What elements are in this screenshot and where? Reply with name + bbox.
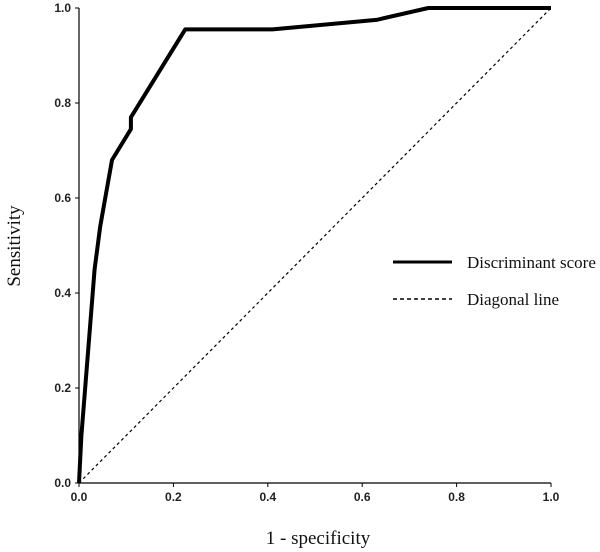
legend-label-diagonal-line: Diagonal line [467,290,559,309]
y-tick-label: 0.8 [54,96,71,110]
y-tick-label: 1.0 [54,1,71,15]
y-tick-label: 0.0 [54,476,71,490]
y-tick-label: 0.2 [54,381,71,395]
axes [78,8,551,484]
x-axis-title: 1 - specificity [266,528,371,549]
series-layer [77,6,552,484]
x-tick-label: 0.6 [354,490,371,504]
y-ticks: 0.0 0.2 0.4 0.6 0.8 1.0 [54,1,79,490]
y-tick-label: 0.6 [54,191,71,205]
x-tick-label: 0.0 [71,490,88,504]
x-ticks: 0.0 0.2 0.4 0.6 0.8 1.0 [71,483,560,504]
y-tick-label: 0.4 [54,286,71,300]
x-tick-label: 1.0 [543,490,560,504]
legend: Discriminant score Diagonal line [393,253,596,309]
legend-label-discriminant-score: Discriminant score [467,253,596,272]
x-tick-label: 0.2 [165,490,182,504]
x-tick-label: 0.8 [448,490,465,504]
y-axis-title: Sensitivity [4,205,25,287]
x-tick-label: 0.4 [259,490,276,504]
series-line-diagonal-line [78,7,552,484]
series-line-discriminant-score [77,6,551,484]
